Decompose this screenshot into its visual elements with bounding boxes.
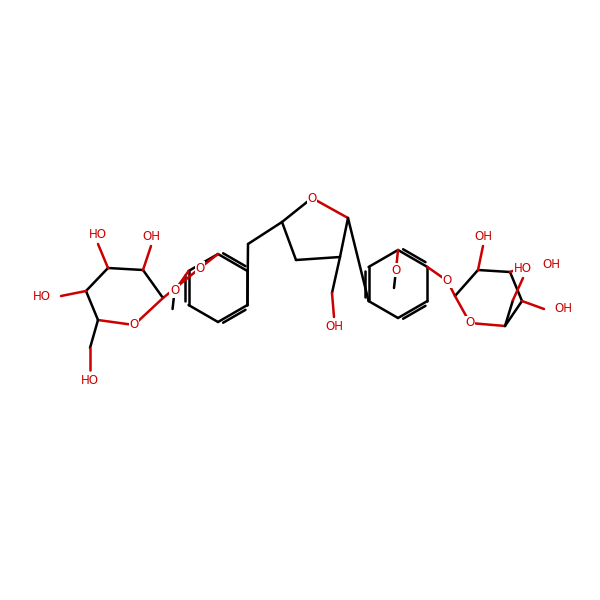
Text: O: O [130, 319, 139, 331]
Text: OH: OH [542, 257, 560, 271]
Text: O: O [307, 191, 317, 205]
Text: O: O [443, 275, 452, 287]
Text: OH: OH [142, 230, 160, 244]
Text: HO: HO [514, 262, 532, 275]
Text: O: O [170, 284, 179, 298]
Text: OH: OH [325, 319, 343, 332]
Text: HO: HO [89, 229, 107, 241]
Text: OH: OH [474, 230, 492, 244]
Text: O: O [391, 263, 401, 277]
Text: O: O [466, 317, 475, 329]
Text: OH: OH [554, 302, 572, 316]
Text: O: O [196, 262, 205, 275]
Text: HO: HO [81, 373, 99, 386]
Text: HO: HO [33, 289, 51, 302]
